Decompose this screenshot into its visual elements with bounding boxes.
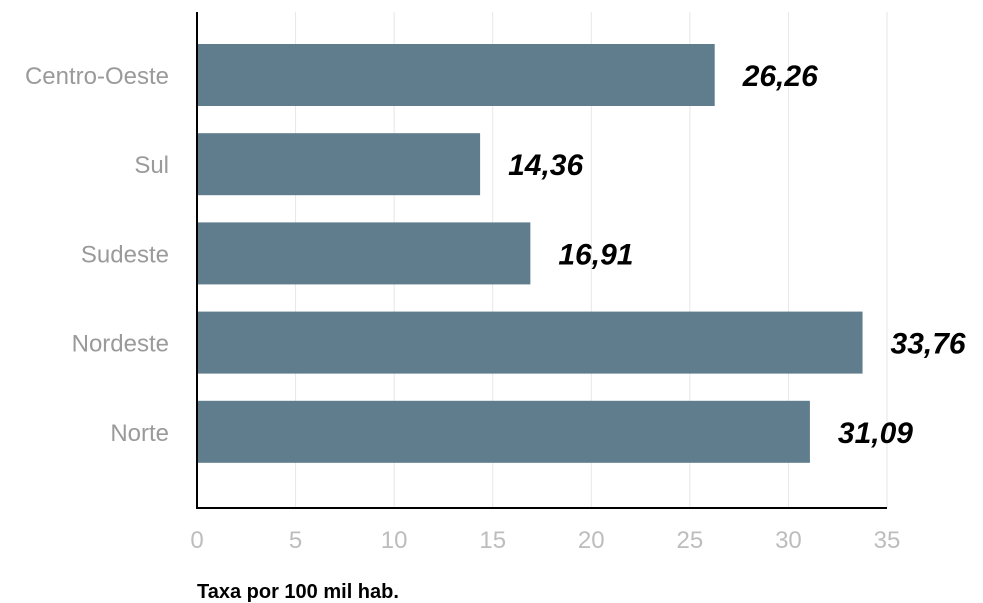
bar <box>197 401 810 463</box>
bar <box>197 312 863 374</box>
category-label: Sul <box>134 152 169 179</box>
value-label: 31,09 <box>838 417 913 450</box>
x-tick-label: 35 <box>874 527 901 554</box>
x-tick-label: 30 <box>775 527 802 554</box>
value-label: 26,26 <box>742 60 818 93</box>
value-label: 33,76 <box>891 328 966 361</box>
bar <box>197 44 715 106</box>
x-axis-title: Taxa por 100 mil hab. <box>197 581 399 603</box>
x-tick-label: 5 <box>289 527 302 554</box>
value-label: 16,91 <box>558 238 633 271</box>
bar <box>197 222 530 284</box>
x-tick-label: 10 <box>381 527 408 554</box>
category-label: Centro-Oeste <box>25 63 169 90</box>
category-label: Sudeste <box>81 241 169 268</box>
x-tick-label: 0 <box>190 527 203 554</box>
value-label: 14,36 <box>508 149 583 182</box>
category-labels: Centro-Oeste Sul Sudeste Nordeste Norte <box>25 63 169 447</box>
bar <box>197 133 480 195</box>
x-tick-label: 25 <box>677 527 704 554</box>
x-tick-label: 15 <box>479 527 506 554</box>
value-labels: 26,26 14,36 16,91 33,76 31,09 <box>508 60 966 450</box>
tick-labels: 0 5 10 15 20 25 30 35 <box>190 527 900 554</box>
x-tick-label: 20 <box>578 527 605 554</box>
category-label: Nordeste <box>72 331 169 358</box>
bars <box>197 44 863 463</box>
category-label: Norte <box>110 420 169 447</box>
